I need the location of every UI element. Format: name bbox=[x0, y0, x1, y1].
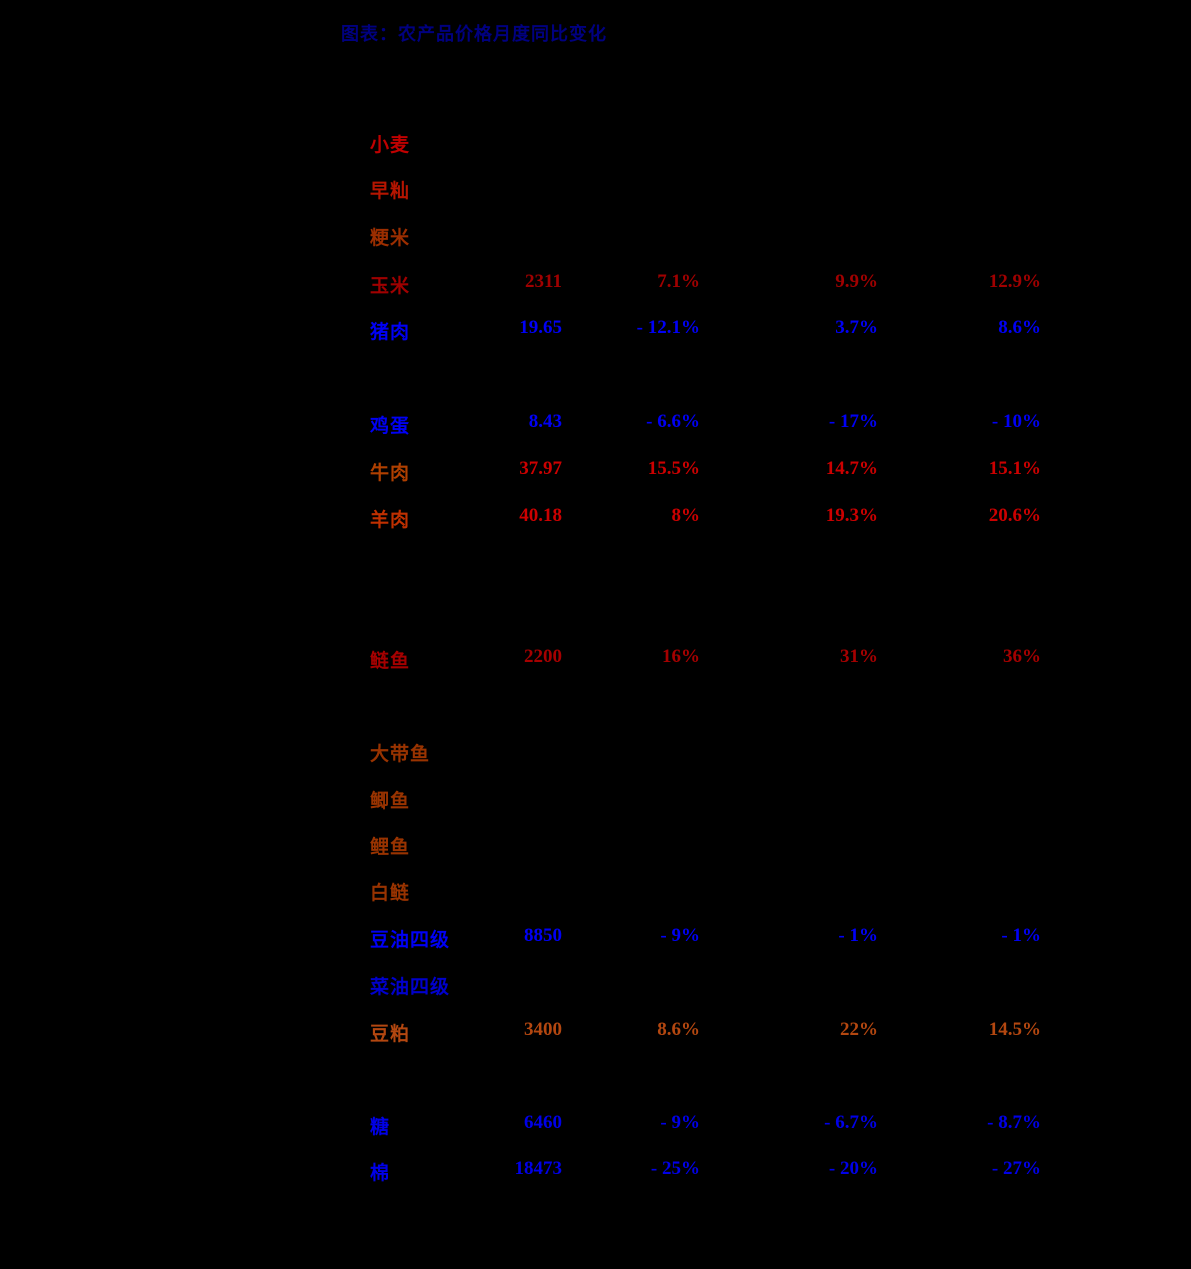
price-value: 19.65 bbox=[519, 317, 562, 338]
table-row: 羊肉 40.18 8% 19.3% 20.6% bbox=[0, 505, 1191, 531]
row-label: 鸡蛋 bbox=[370, 416, 411, 437]
row-label: 豆粕 bbox=[370, 1024, 411, 1045]
row-label: 豆油四级 bbox=[370, 930, 451, 951]
pct-value-3: 8.6% bbox=[998, 317, 1041, 338]
price-value: 8850 bbox=[524, 925, 562, 946]
pct-value-1: - 6.6% bbox=[646, 411, 700, 432]
row-label: 早籼 bbox=[370, 181, 411, 202]
pct-value-2: 3.7% bbox=[835, 317, 878, 338]
table-row: 玉米 2311 7.1% 9.9% 12.9% bbox=[0, 271, 1191, 297]
row-label: 小麦 bbox=[370, 135, 411, 156]
pct-value-1: 8.6% bbox=[657, 1019, 700, 1040]
pct-value-2: 9.9% bbox=[835, 271, 878, 292]
pct-value-3: 36% bbox=[1003, 646, 1041, 667]
pct-value-1: - 9% bbox=[660, 1112, 700, 1133]
pct-value-3: 20.6% bbox=[988, 505, 1041, 526]
pct-value-2: - 20% bbox=[828, 1158, 878, 1179]
row-label: 糖 bbox=[370, 1117, 391, 1138]
table-row: 鲢鱼 2200 16% 31% 36% bbox=[0, 646, 1191, 672]
row-label: 牛肉 bbox=[370, 463, 411, 484]
pct-value-2: 14.7% bbox=[825, 458, 878, 479]
row-label: 羊肉 bbox=[370, 510, 411, 531]
pct-value-1: - 12.1% bbox=[636, 317, 700, 338]
price-value: 2200 bbox=[524, 646, 562, 667]
pct-value-2: 31% bbox=[840, 646, 878, 667]
table-row: 豆粕 3400 8.6% 22% 14.5% bbox=[0, 1019, 1191, 1045]
pct-value-1: 7.1% bbox=[657, 271, 700, 292]
pct-value-3: 15.1% bbox=[988, 458, 1041, 479]
pct-value-2: - 1% bbox=[838, 925, 878, 946]
row-label: 粳米 bbox=[370, 228, 411, 249]
pct-value-2: 19.3% bbox=[825, 505, 878, 526]
table-row: 小麦 bbox=[0, 130, 1191, 156]
row-label: 鲤鱼 bbox=[370, 837, 411, 858]
table-row: 鲫鱼 bbox=[0, 786, 1191, 812]
table-row: 牛肉 37.97 15.5% 14.7% 15.1% bbox=[0, 458, 1191, 484]
table-row: 大带鱼 bbox=[0, 739, 1191, 765]
table-row: 早籼 bbox=[0, 176, 1191, 202]
row-label: 棉 bbox=[370, 1163, 391, 1184]
pct-value-1: - 25% bbox=[650, 1158, 700, 1179]
price-value: 37.97 bbox=[519, 458, 562, 479]
pct-value-3: 12.9% bbox=[988, 271, 1041, 292]
price-value: 40.18 bbox=[519, 505, 562, 526]
row-label: 大带鱼 bbox=[370, 744, 431, 765]
pct-value-1: - 9% bbox=[660, 925, 700, 946]
table-row: 白鲢 bbox=[0, 878, 1191, 904]
table-row: 糖 6460 - 9% - 6.7% - 8.7% bbox=[0, 1112, 1191, 1138]
pct-value-3: - 8.7% bbox=[987, 1112, 1041, 1133]
row-label: 白鲢 bbox=[370, 883, 411, 904]
row-label: 玉米 bbox=[370, 276, 411, 297]
table-row: 棉 18473 - 25% - 20% - 27% bbox=[0, 1158, 1191, 1184]
table-row: 豆油四级 8850 - 9% - 1% - 1% bbox=[0, 925, 1191, 951]
row-label: 鲫鱼 bbox=[370, 791, 411, 812]
pct-value-3: - 1% bbox=[1001, 925, 1041, 946]
table-row: 猪肉 19.65 - 12.1% 3.7% 8.6% bbox=[0, 317, 1191, 343]
pct-value-2: - 6.7% bbox=[824, 1112, 878, 1133]
pct-value-1: 16% bbox=[662, 646, 700, 667]
pct-value-3: 14.5% bbox=[988, 1019, 1041, 1040]
row-label: 菜油四级 bbox=[370, 977, 451, 998]
table-row: 粳米 bbox=[0, 223, 1191, 249]
pct-value-2: 22% bbox=[840, 1019, 878, 1040]
table-row: 菜油四级 bbox=[0, 972, 1191, 998]
price-value: 8.43 bbox=[528, 411, 562, 432]
pct-value-1: 15.5% bbox=[647, 458, 700, 479]
pct-value-3: - 10% bbox=[991, 411, 1041, 432]
pct-value-3: - 27% bbox=[991, 1158, 1041, 1179]
price-value: 6460 bbox=[524, 1112, 562, 1133]
chart-title: 图表：农产品价格月度同比变化 bbox=[341, 24, 607, 44]
price-value: 18473 bbox=[514, 1158, 563, 1179]
pct-value-2: - 17% bbox=[828, 411, 878, 432]
row-label: 鲢鱼 bbox=[370, 651, 411, 672]
table-row: 鲤鱼 bbox=[0, 832, 1191, 858]
table-row: 鸡蛋 8.43 - 6.6% - 17% - 10% bbox=[0, 411, 1191, 437]
price-value: 3400 bbox=[524, 1019, 562, 1040]
row-label: 猪肉 bbox=[370, 322, 411, 343]
pct-value-1: 8% bbox=[671, 505, 701, 526]
price-value: 2311 bbox=[525, 271, 562, 292]
